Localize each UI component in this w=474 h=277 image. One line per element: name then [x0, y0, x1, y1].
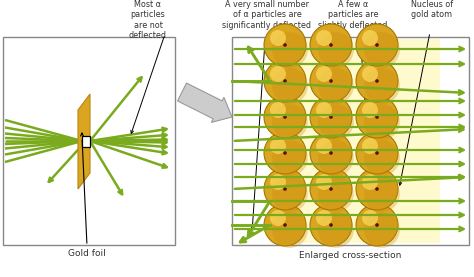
Text: Gold foil: Gold foil — [68, 248, 106, 258]
Circle shape — [329, 151, 333, 155]
Circle shape — [270, 102, 286, 118]
Bar — [82, 136, 90, 147]
Circle shape — [364, 32, 400, 68]
Circle shape — [329, 79, 333, 83]
Circle shape — [270, 30, 286, 46]
Circle shape — [264, 24, 306, 66]
Circle shape — [375, 151, 379, 155]
Circle shape — [329, 115, 333, 119]
Circle shape — [283, 187, 287, 191]
Circle shape — [318, 68, 354, 104]
Circle shape — [375, 79, 379, 83]
Circle shape — [310, 24, 352, 66]
Circle shape — [272, 32, 308, 68]
Text: Enlarged cross-section: Enlarged cross-section — [299, 250, 401, 260]
Circle shape — [264, 204, 306, 246]
Circle shape — [364, 176, 400, 212]
Circle shape — [329, 43, 333, 47]
Text: Most α
particles
are not
deflected: Most α particles are not deflected — [129, 0, 167, 40]
Circle shape — [310, 204, 352, 246]
Circle shape — [272, 104, 308, 140]
Circle shape — [283, 79, 287, 83]
Circle shape — [329, 223, 333, 227]
Circle shape — [364, 68, 400, 104]
Circle shape — [272, 176, 308, 212]
Circle shape — [375, 43, 379, 47]
Circle shape — [318, 104, 354, 140]
Circle shape — [270, 174, 286, 190]
Circle shape — [283, 223, 287, 227]
Circle shape — [356, 60, 398, 102]
Text: A few α
particles are
slightly deflected: A few α particles are slightly deflected — [319, 0, 388, 30]
Circle shape — [272, 140, 308, 176]
Circle shape — [270, 66, 286, 82]
Circle shape — [362, 30, 378, 46]
Circle shape — [283, 115, 287, 119]
Circle shape — [362, 66, 378, 82]
FancyArrow shape — [178, 83, 232, 122]
Circle shape — [318, 212, 354, 248]
Circle shape — [362, 174, 378, 190]
Circle shape — [362, 210, 378, 226]
Circle shape — [318, 32, 354, 68]
Circle shape — [375, 115, 379, 119]
Circle shape — [356, 204, 398, 246]
Circle shape — [375, 223, 379, 227]
Circle shape — [264, 168, 306, 210]
Circle shape — [356, 96, 398, 138]
Circle shape — [316, 66, 332, 82]
Circle shape — [375, 187, 379, 191]
Circle shape — [310, 168, 352, 210]
Circle shape — [310, 60, 352, 102]
Circle shape — [264, 132, 306, 174]
Circle shape — [264, 60, 306, 102]
Circle shape — [329, 187, 333, 191]
Circle shape — [316, 138, 332, 154]
Circle shape — [272, 68, 308, 104]
Circle shape — [318, 176, 354, 212]
Circle shape — [270, 138, 286, 154]
Circle shape — [272, 212, 308, 248]
Circle shape — [310, 132, 352, 174]
Circle shape — [362, 138, 378, 154]
Circle shape — [364, 212, 400, 248]
Circle shape — [362, 102, 378, 118]
Circle shape — [283, 43, 287, 47]
Circle shape — [356, 132, 398, 174]
Circle shape — [264, 96, 306, 138]
Bar — [232, 37, 469, 245]
Circle shape — [364, 104, 400, 140]
Text: A very small number
of α particles are
significantly deflected: A very small number of α particles are s… — [222, 0, 311, 30]
Circle shape — [364, 140, 400, 176]
Bar — [3, 37, 175, 245]
Circle shape — [356, 24, 398, 66]
Circle shape — [316, 174, 332, 190]
Circle shape — [270, 210, 286, 226]
Text: Nucleus of
gold atom: Nucleus of gold atom — [411, 0, 453, 19]
Circle shape — [318, 140, 354, 176]
Polygon shape — [78, 94, 90, 189]
Circle shape — [316, 30, 332, 46]
Circle shape — [316, 102, 332, 118]
Circle shape — [310, 96, 352, 138]
Circle shape — [356, 168, 398, 210]
Circle shape — [283, 151, 287, 155]
Circle shape — [316, 210, 332, 226]
Bar — [270, 39, 440, 243]
